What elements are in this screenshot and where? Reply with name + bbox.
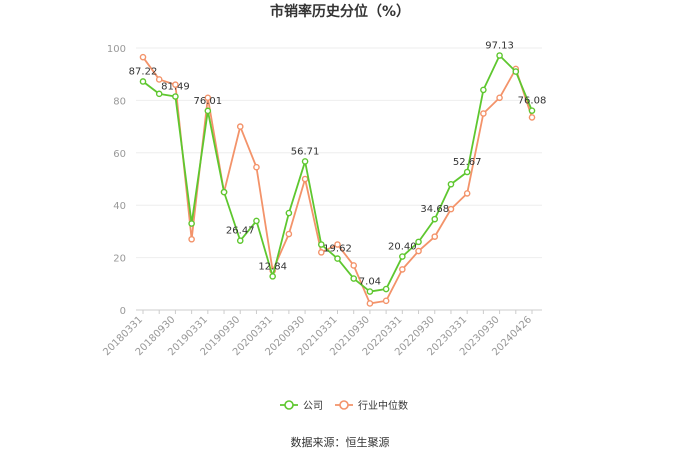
series-point-1 <box>447 205 455 213</box>
series-point-0 <box>480 86 487 94</box>
series-point-0 <box>334 255 341 262</box>
series-point-0 <box>463 168 471 176</box>
series-point-1 <box>317 249 325 256</box>
series-point-0 <box>236 237 244 244</box>
series-point-0 <box>382 285 390 293</box>
series-point-0 <box>155 90 163 98</box>
series-point-0 <box>399 253 406 260</box>
legend-label: 行业中位数 <box>358 399 408 412</box>
y-tick-label: 40 <box>113 201 126 212</box>
series-point-1 <box>350 262 358 269</box>
series-point-0 <box>285 209 293 217</box>
series-point-1 <box>285 230 293 238</box>
series-point-1 <box>204 94 212 102</box>
series-point-1 <box>188 235 195 243</box>
data-label: 7.04 <box>359 277 381 288</box>
data-label: 56.71 <box>291 146 320 157</box>
data-label: 19.62 <box>323 244 352 255</box>
y-tick-label: 80 <box>113 96 126 107</box>
series-point-1 <box>236 123 244 130</box>
series-point-1 <box>172 81 179 88</box>
series-point-0 <box>139 78 147 85</box>
legend-marker-icon <box>284 400 294 410</box>
series-point-1 <box>253 163 260 171</box>
series-point-0 <box>204 107 212 115</box>
series-point-0 <box>415 238 422 246</box>
series-point-0 <box>301 158 309 165</box>
series-point-0 <box>447 180 455 188</box>
series-layer <box>139 52 536 307</box>
series-point-1 <box>139 53 147 61</box>
y-tick-label: 0 <box>120 306 126 317</box>
series-point-1 <box>528 114 536 121</box>
series-point-1 <box>382 297 390 305</box>
series-point-1 <box>415 247 422 255</box>
series-point-1 <box>480 110 487 117</box>
chart-title: 市销率历史分位（%） <box>270 3 410 20</box>
series-point-1 <box>155 76 163 83</box>
series-point-0 <box>172 93 179 100</box>
series-point-0 <box>431 215 439 223</box>
series-point-0 <box>350 275 358 282</box>
legend-label: 公司 <box>303 401 323 412</box>
data-label: 76.01 <box>194 96 223 107</box>
series-point-0 <box>317 241 325 248</box>
series-point-1 <box>463 190 471 197</box>
data-label: 97.13 <box>485 41 514 52</box>
series-point-0 <box>269 273 276 280</box>
series-point-0 <box>496 52 503 59</box>
data-label: 26.47 <box>226 226 255 237</box>
legend: 公司 行业中位数 <box>280 399 408 412</box>
series-point-1 <box>334 241 341 248</box>
series-point-1 <box>496 94 503 102</box>
series-point-1 <box>431 233 439 240</box>
series-point-1 <box>366 300 374 307</box>
data-label: 52.67 <box>453 157 482 168</box>
series-point-0 <box>512 68 520 75</box>
data-label: 34.68 <box>420 204 449 215</box>
y-tick-label: 60 <box>113 149 126 160</box>
grid-layer <box>136 47 542 311</box>
data-label: 76.08 <box>518 96 547 107</box>
data-label: 12.84 <box>258 261 287 272</box>
data-source-note: 数据来源：恒生聚源 <box>291 435 390 449</box>
series-point-0 <box>188 220 195 227</box>
y-tick-label: 100 <box>107 44 126 55</box>
y-tick-label: 20 <box>113 254 126 265</box>
series-point-0 <box>253 217 260 225</box>
data-label: 20.40 <box>388 242 417 253</box>
legend-marker-icon <box>339 400 349 410</box>
series-line-1 <box>142 56 533 305</box>
series-point-1 <box>301 175 309 183</box>
series-point-0 <box>366 288 374 295</box>
data-label: 81.49 <box>161 81 190 92</box>
series-point-0 <box>220 188 228 196</box>
series-point-0 <box>528 107 536 114</box>
data-label: 87.22 <box>129 66 158 77</box>
series-point-1 <box>399 266 406 273</box>
